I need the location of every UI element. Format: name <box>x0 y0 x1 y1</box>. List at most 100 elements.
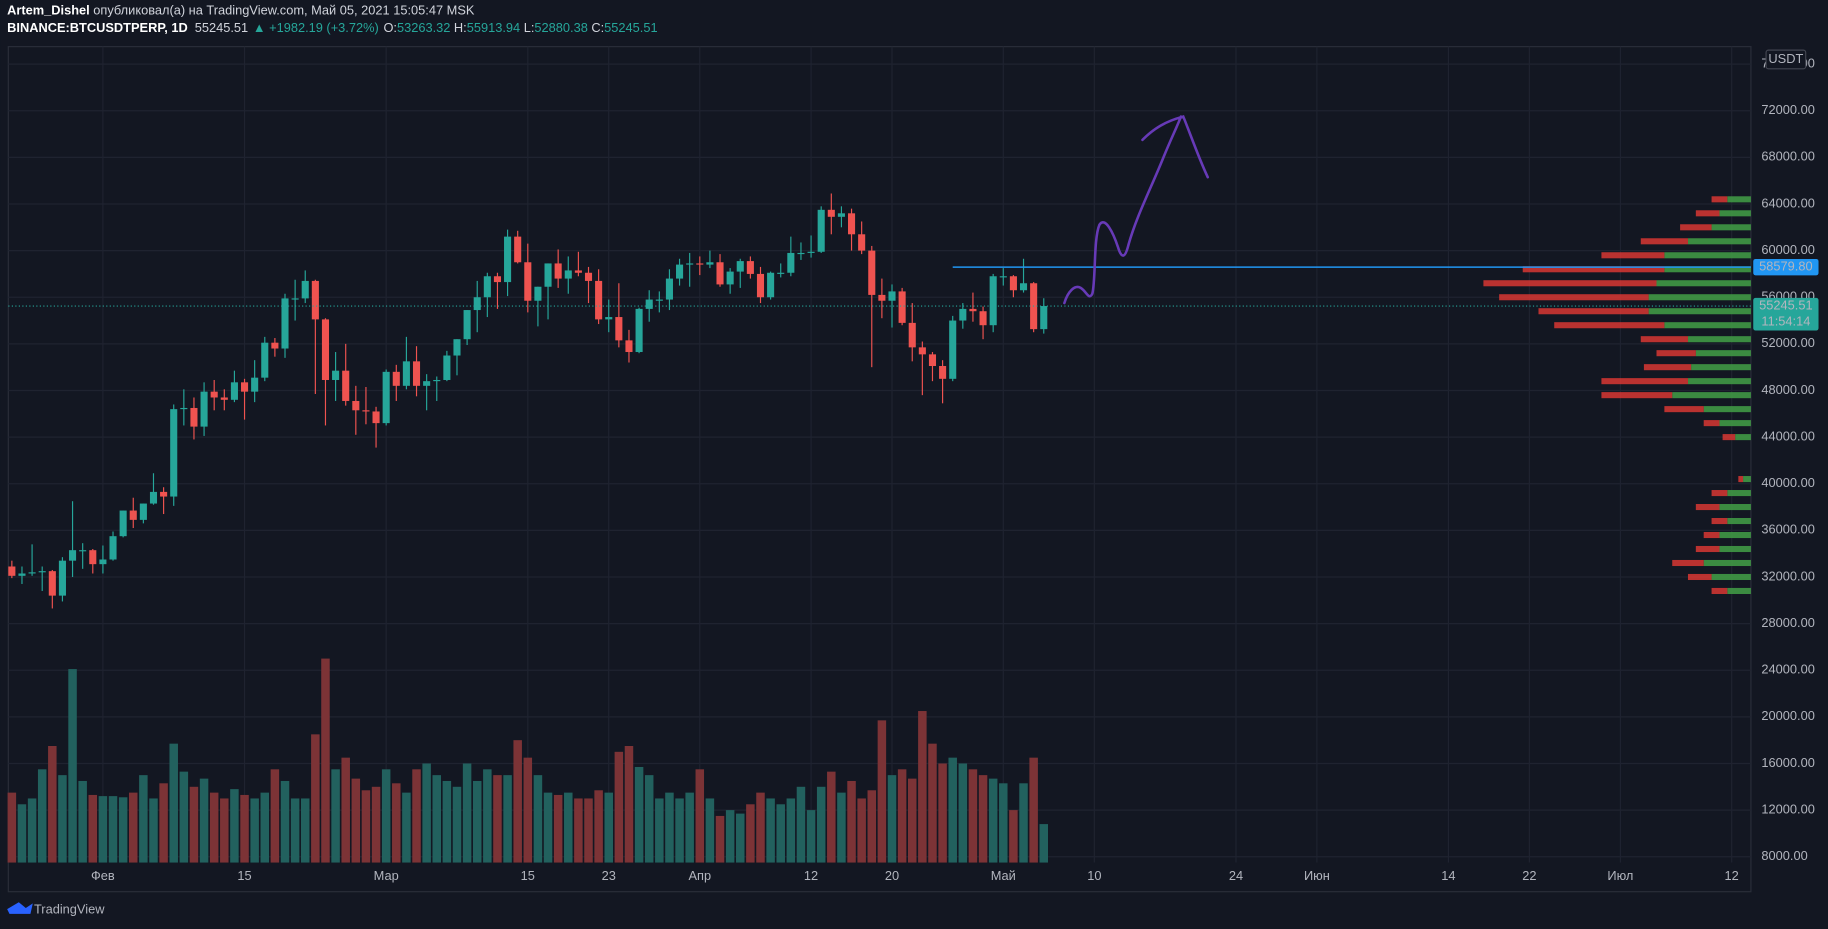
candle-body <box>382 371 390 424</box>
h-value: 55913.94 <box>467 21 520 36</box>
y-tick-label: 12000.00 <box>1761 801 1814 816</box>
y-tick-label: 40000.00 <box>1761 475 1814 490</box>
x-tick-label: 22 <box>1522 868 1536 883</box>
volume-bar <box>412 769 421 863</box>
candle-body <box>584 272 593 281</box>
volume-bar <box>988 778 998 863</box>
candle-body <box>939 366 947 379</box>
x-tick-label: 23 <box>602 868 616 883</box>
profile-down <box>1738 476 1744 483</box>
y-tick-label: 32000.00 <box>1761 568 1814 583</box>
profile-up <box>1672 392 1751 399</box>
candle-body <box>817 209 825 252</box>
candle-body <box>989 276 997 326</box>
candle-body <box>746 261 754 274</box>
candle-body <box>8 566 16 576</box>
volume-bar <box>240 794 249 863</box>
profile-up <box>1711 573 1751 581</box>
candle-body <box>99 559 107 565</box>
candle-body <box>493 276 501 283</box>
volume-bar <box>17 804 27 863</box>
y-tick-label: 48000.00 <box>1761 382 1814 397</box>
trend-drawing <box>1063 115 1210 305</box>
volume-bar <box>958 763 968 863</box>
volume-bar <box>827 771 836 863</box>
x-tick-label: 14 <box>1441 868 1455 883</box>
volume-bar <box>300 798 310 863</box>
volume-bar <box>199 778 209 863</box>
y-tick-label: 64000.00 <box>1761 195 1814 210</box>
candle-body <box>412 361 421 386</box>
candle-body <box>665 278 673 300</box>
logo-icon <box>7 902 33 914</box>
volume-bar <box>27 798 37 863</box>
profile-down <box>1680 224 1712 231</box>
profile-up <box>1727 518 1751 525</box>
volume-bar <box>442 780 452 863</box>
profile-down <box>1656 350 1696 357</box>
hline-label-box <box>1753 259 1819 276</box>
volume-bar <box>685 792 694 863</box>
y-tick-label: 24000.00 <box>1761 662 1814 677</box>
volume-bar <box>725 810 735 863</box>
profile-up <box>1727 587 1751 595</box>
x-tick-label: 24 <box>1229 868 1243 883</box>
profile-down <box>1554 322 1665 329</box>
profile-down <box>1601 378 1688 385</box>
candle-body <box>433 379 441 382</box>
volume-bar <box>209 792 219 863</box>
volume-bar <box>290 798 300 863</box>
candle-body <box>969 308 977 312</box>
h-label: H: <box>454 21 467 36</box>
candle-body <box>514 236 522 263</box>
candle-body <box>119 510 127 537</box>
profile-up <box>1727 490 1751 497</box>
candle-body <box>524 262 532 301</box>
candle-body <box>574 270 582 273</box>
volume-bar <box>270 769 280 863</box>
candle-body <box>58 560 66 596</box>
x-tick-label: 15 <box>237 868 251 883</box>
y-tick-label: 8000.00 <box>1761 848 1807 863</box>
y-tick-label: 28000.00 <box>1761 615 1814 630</box>
candle-body <box>332 370 340 380</box>
profile-up <box>1703 559 1751 567</box>
brand-logo[interactable]: TradingView <box>7 902 105 917</box>
candle-body <box>291 298 299 300</box>
candle-body <box>696 263 704 265</box>
y-tick-label: 52000.00 <box>1761 335 1814 350</box>
candle-body <box>69 550 77 561</box>
profile-up <box>1687 378 1751 385</box>
candle-body <box>888 291 896 301</box>
volume-bar <box>928 743 937 863</box>
x-tick-label: Мар <box>374 868 399 883</box>
volume-bar <box>1029 757 1038 863</box>
volume-bar <box>786 798 796 863</box>
candle-body <box>38 571 46 573</box>
profile-up <box>1743 476 1751 483</box>
volume-bar <box>715 815 725 863</box>
last-price-label: 55245.51 <box>1759 297 1812 312</box>
profile-up <box>1727 196 1751 203</box>
candle-body <box>180 407 188 410</box>
volume-bar <box>574 798 583 863</box>
volume-bar <box>108 796 118 863</box>
volume-bar <box>118 797 128 863</box>
candle-body <box>230 382 238 400</box>
candle-body <box>251 377 259 392</box>
candle-body <box>1019 283 1028 291</box>
profile-down <box>1664 406 1704 413</box>
volume-bar <box>665 792 674 863</box>
profile-up <box>1703 406 1751 413</box>
volume-bar <box>796 786 806 863</box>
candle-body <box>756 273 765 298</box>
profile-down <box>1601 252 1665 259</box>
volume-bar <box>867 790 877 863</box>
candle-body <box>89 550 97 565</box>
volume-bar <box>503 775 512 863</box>
candle-body <box>149 491 158 504</box>
candle-body <box>139 503 147 520</box>
profile-up <box>1695 350 1751 357</box>
profile-down <box>1722 434 1736 441</box>
